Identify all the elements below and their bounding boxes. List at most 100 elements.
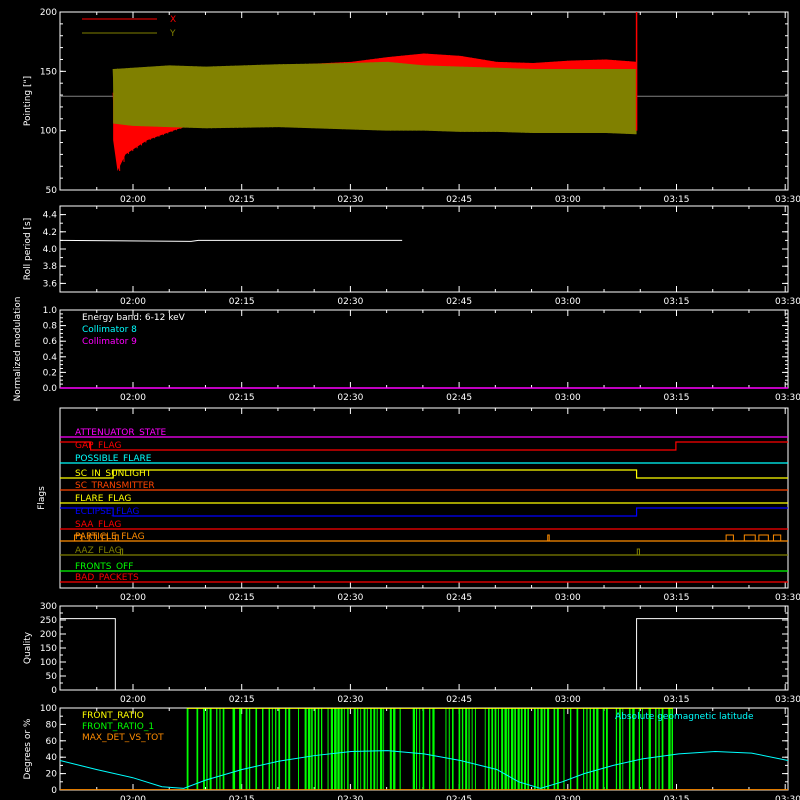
front-ratio-bar — [452, 708, 454, 790]
x-tick-label: 03:30 — [775, 695, 800, 705]
latitude-line — [59, 750, 789, 789]
y-tick-label: 150 — [40, 644, 57, 654]
front-ratio-bar — [497, 708, 499, 790]
x-tick-label: 02:30 — [337, 593, 363, 603]
front-ratio-bar — [488, 708, 490, 790]
y-tick-label: 200 — [40, 8, 57, 18]
y-tick-label: 60 — [46, 737, 58, 747]
front-ratio-bar — [619, 708, 621, 790]
x-tick-label: 02:15 — [229, 393, 255, 403]
flag-label: AAZ_FLAG — [75, 546, 122, 556]
x-tick-label: 02:45 — [446, 297, 472, 307]
x-tick-label: 02:45 — [446, 795, 472, 800]
x-tick-label: 03:00 — [555, 695, 581, 705]
quality-line — [60, 618, 788, 691]
front-ratio-bar — [357, 708, 359, 790]
front-ratio-bar — [186, 708, 189, 790]
front-ratio-bar — [468, 708, 470, 790]
x-tick-label: 03:30 — [775, 593, 800, 603]
y-tick-label: 0.8 — [43, 322, 58, 332]
front-ratio-bar — [206, 708, 208, 790]
front-ratio-bar — [343, 708, 345, 790]
front-ratio-bar — [298, 708, 300, 790]
degrees-legend-label: FRONT_RATIO — [82, 711, 144, 721]
front-ratio-bar — [389, 708, 392, 790]
front-ratio-bar — [448, 708, 450, 790]
front-ratio-bar — [376, 708, 378, 790]
x-tick-label: 03:00 — [555, 393, 581, 403]
x-tick-label: 02:00 — [120, 297, 146, 307]
y-tick-label: 100 — [40, 704, 57, 714]
x-tick-label: 03:15 — [664, 195, 690, 205]
modulation-annotation: Energy band: 6-12 keV — [82, 313, 186, 323]
y-tick-label: 0.4 — [43, 353, 58, 363]
front-ratio-bar — [514, 708, 516, 790]
front-ratio-bar — [383, 708, 385, 790]
y-axis-label: Roll period [s] — [23, 218, 33, 280]
front-ratio-bar — [307, 708, 311, 790]
front-ratio-bar — [458, 708, 461, 790]
front-ratio-bar — [671, 708, 674, 790]
front-ratio-bar — [504, 708, 507, 790]
panel-frame-0 — [59, 11, 789, 191]
y-tick-label: 300 — [40, 602, 57, 612]
y-tick-label: 4.4 — [43, 211, 58, 221]
front-ratio-bar — [422, 708, 425, 790]
front-ratio-bar — [353, 708, 356, 790]
front-ratio-bar — [632, 708, 635, 790]
x-tick-label: 02:45 — [446, 593, 472, 603]
x-tick-label: 02:30 — [337, 695, 363, 705]
x-tick-label: 03:00 — [555, 297, 581, 307]
y-tick-label: 250 — [40, 616, 57, 626]
front-ratio-bar — [592, 708, 595, 790]
front-ratio-bar — [484, 708, 486, 790]
x-tick-label: 02:15 — [229, 795, 255, 800]
front-ratio-bar — [245, 708, 248, 790]
front-ratio-bar — [275, 708, 277, 790]
front-ratio-bar — [655, 708, 657, 790]
y-tick-label: 80 — [46, 720, 58, 730]
front-ratio-bar — [334, 708, 337, 790]
front-ratio-bar — [262, 708, 264, 790]
y-tick-label: 0.0 — [43, 384, 58, 394]
front-ratio-bar — [203, 708, 205, 790]
aaz-pulse — [636, 548, 640, 555]
front-ratio-bar — [271, 708, 273, 790]
y-tick-label: 0.2 — [43, 368, 57, 378]
front-ratio-bar — [628, 708, 631, 790]
front-ratio-bar — [412, 708, 416, 790]
front-ratio-bar — [196, 708, 199, 790]
x-tick-label: 03:30 — [775, 195, 800, 205]
front-ratio-bar — [209, 708, 212, 790]
panel-frame-1 — [59, 205, 789, 293]
front-ratio-bar — [330, 708, 333, 790]
y-tick-label: 200 — [40, 630, 57, 640]
y-tick-label: 50 — [46, 672, 58, 682]
front-ratio-bar — [586, 708, 588, 790]
x-tick-label: 03:00 — [555, 593, 581, 603]
x-tick-label: 02:00 — [120, 195, 146, 205]
front-ratio-bar — [370, 708, 372, 790]
front-ratio-bar — [379, 708, 383, 790]
front-ratio-bar — [248, 708, 251, 790]
particle-pulse — [772, 534, 782, 541]
flag-label: SC_TRANSMITTER — [75, 481, 155, 491]
front-ratio-bar — [366, 708, 368, 790]
legend-x-label: X — [170, 15, 176, 25]
front-ratio-bar — [327, 708, 329, 790]
flag-label: BAD_PACKETS — [75, 573, 139, 583]
front-ratio-bar — [415, 708, 418, 790]
y-tick-label: 3.6 — [43, 279, 58, 289]
series-y-band-oscillation — [112, 61, 636, 135]
front-ratio-bar — [317, 708, 320, 790]
front-ratio-bar — [393, 708, 396, 790]
front-ratio-bar — [638, 708, 640, 790]
y-tick-label: 150 — [40, 67, 57, 77]
front-ratio-bar — [255, 708, 258, 790]
front-ratio-bar — [445, 708, 447, 790]
flag-line-gap_flag — [60, 441, 788, 451]
particle-pulse — [725, 534, 734, 541]
degrees-legend-label: FRONT_RATIO_1 — [82, 722, 154, 732]
x-tick-label: 03:15 — [664, 593, 690, 603]
